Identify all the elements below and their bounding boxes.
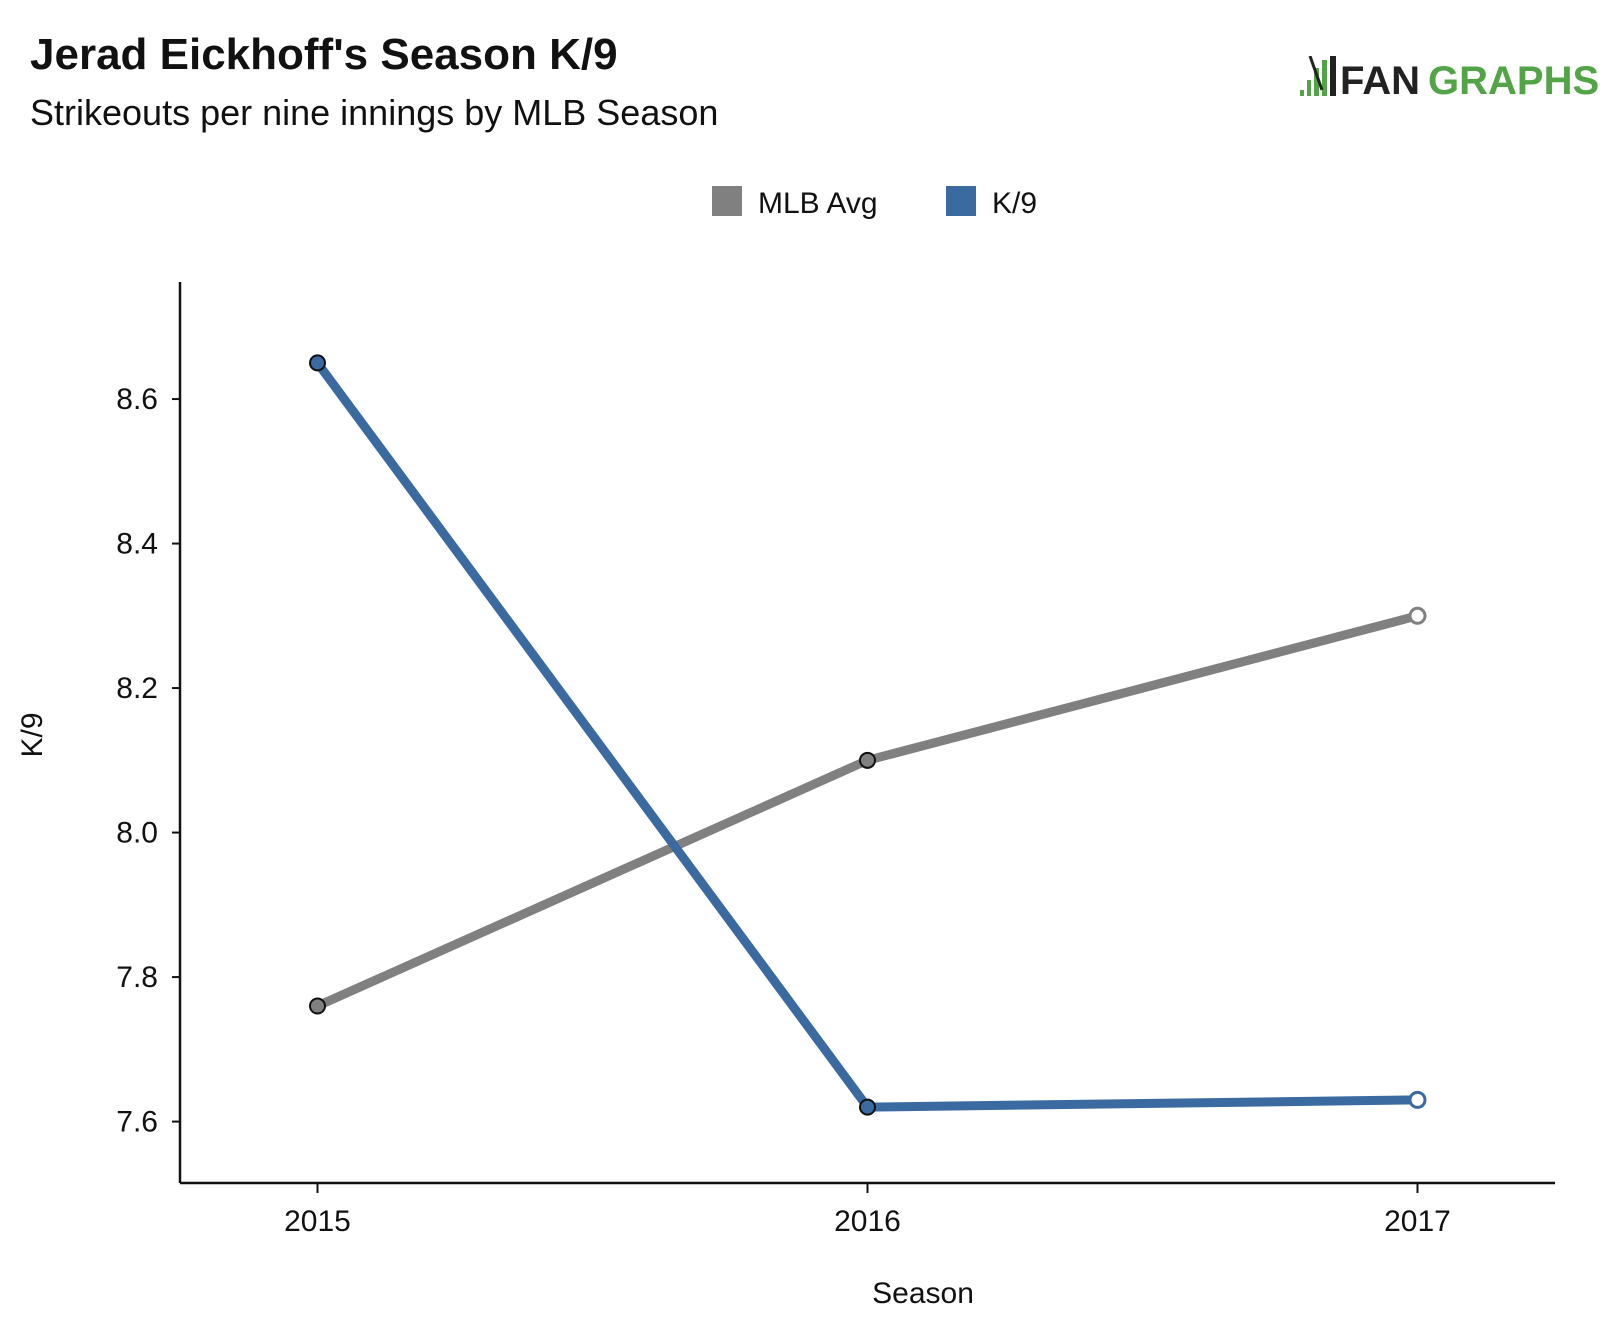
legend-item[interactable]: K/9: [946, 186, 1037, 220]
data-point[interactable]: [1408, 1090, 1427, 1109]
y-tick-label: 7.6: [116, 1106, 158, 1139]
chart-subtitle: Strikeouts per nine innings by MLB Seaso…: [30, 92, 719, 133]
legend-swatch: [712, 186, 742, 216]
series-k9: [309, 354, 1427, 1116]
series-line: [313, 611, 1422, 1011]
series-layer: [309, 354, 1427, 1116]
y-tick-label: 8.0: [116, 817, 158, 850]
legend-label: MLB Avg: [758, 187, 878, 220]
x-axis-title: Season: [872, 1277, 974, 1310]
series-mlb-avg: [309, 606, 1427, 1015]
data-point[interactable]: [859, 751, 876, 769]
y-axis-title: K/9: [16, 712, 49, 757]
logo-text-fan: FAN: [1340, 59, 1420, 103]
x-tick-label: 2016: [834, 1205, 901, 1238]
fangraphs-logo: FAN GRAPHS: [1300, 56, 1599, 103]
legend-item[interactable]: MLB Avg: [712, 186, 878, 220]
series-line: [313, 358, 1422, 1112]
y-tick-label: 8.2: [116, 672, 158, 705]
x-tick-label: 2017: [1384, 1205, 1451, 1238]
data-point[interactable]: [1408, 606, 1427, 625]
axes: 7.6 7.8 8.0 8.2 8.4 8.6 2015 2016 2017: [116, 282, 1555, 1238]
y-tick-label: 8.6: [116, 383, 158, 416]
data-point[interactable]: [859, 1098, 876, 1116]
data-point[interactable]: [309, 997, 326, 1015]
y-tick-label: 7.8: [116, 961, 158, 994]
legend: MLB Avg K/9: [712, 186, 1037, 220]
logo-text-graphs: GRAPHS: [1428, 59, 1599, 103]
logo-bars-icon: [1300, 56, 1336, 96]
data-point[interactable]: [309, 354, 326, 372]
chart-title: Jerad Eickhoff's Season K/9: [30, 30, 618, 79]
y-tick-label: 8.4: [116, 528, 158, 561]
x-tick-label: 2015: [284, 1205, 351, 1238]
legend-label: K/9: [992, 187, 1037, 220]
legend-swatch: [946, 186, 976, 216]
